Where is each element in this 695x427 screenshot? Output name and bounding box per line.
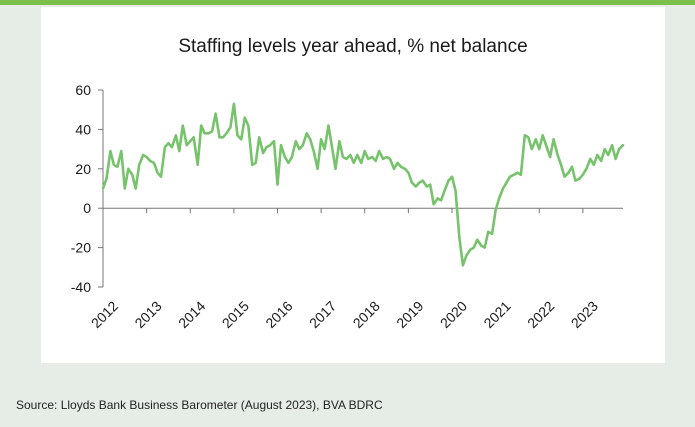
x-tick-label: 2013 xyxy=(131,298,164,331)
y-tick-label: -40 xyxy=(71,279,91,295)
x-tick-label: 2017 xyxy=(306,298,339,331)
x-tick-label: 2014 xyxy=(175,298,208,331)
chart-panel: Staffing levels year ahead, % net balanc… xyxy=(41,7,665,363)
x-tick-label: 2012 xyxy=(88,298,121,331)
source-note: Source: Lloyds Bank Business Barometer (… xyxy=(16,398,383,412)
x-tick-label: 2023 xyxy=(568,298,601,331)
x-tick-label: 2018 xyxy=(350,298,383,331)
top-accent-rule xyxy=(0,0,695,5)
series-line-0 xyxy=(101,102,625,267)
x-tick-label: 2015 xyxy=(219,298,252,331)
line-chart: Staffing levels year ahead, % net balanc… xyxy=(71,36,625,331)
x-tick-label: 2019 xyxy=(393,298,426,331)
x-tick-label: 2022 xyxy=(524,298,557,331)
y-tick-label: 0 xyxy=(83,200,91,216)
chart-title: Staffing levels year ahead, % net balanc… xyxy=(178,36,527,57)
x-tick-label: 2016 xyxy=(262,298,295,331)
y-tick-label: 20 xyxy=(75,161,91,177)
axes: 60 40 20 0 -20 -40 2012 2013 2014 2015 2016 2017 201… xyxy=(71,82,623,331)
x-tick-label: 2020 xyxy=(437,298,470,331)
series-layer xyxy=(101,102,625,267)
x-tick-label: 2021 xyxy=(480,298,513,331)
y-tick-label: 60 xyxy=(75,82,91,98)
y-tick-label: 40 xyxy=(75,121,91,137)
y-tick-label: -20 xyxy=(71,240,91,256)
